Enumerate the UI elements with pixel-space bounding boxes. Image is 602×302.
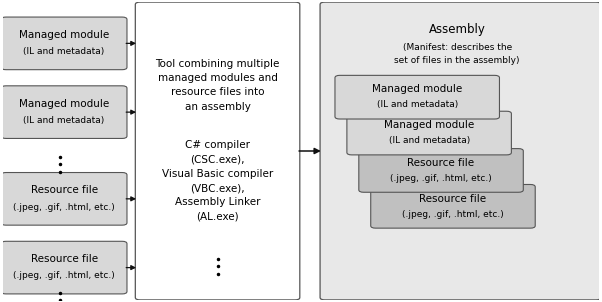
Text: Managed module: Managed module xyxy=(384,120,474,130)
Text: Resource file: Resource file xyxy=(31,254,98,264)
FancyBboxPatch shape xyxy=(359,149,523,192)
Text: Tool combining multiple
managed modules and
resource files into
an assembly: Tool combining multiple managed modules … xyxy=(155,59,280,112)
FancyBboxPatch shape xyxy=(371,185,535,228)
Text: C# compiler
(CSC.exe),
Visual Basic compiler
(VBC.exe),
Assembly Linker
(AL.exe): C# compiler (CSC.exe), Visual Basic comp… xyxy=(162,140,273,222)
Text: Assembly: Assembly xyxy=(429,24,486,37)
FancyBboxPatch shape xyxy=(335,76,500,119)
FancyBboxPatch shape xyxy=(1,172,127,225)
FancyBboxPatch shape xyxy=(347,111,511,155)
Text: (.jpeg, .gif, .html, etc.): (.jpeg, .gif, .html, etc.) xyxy=(390,174,492,183)
Text: Managed module: Managed module xyxy=(372,85,462,95)
Text: (IL and metadata): (IL and metadata) xyxy=(23,116,105,125)
Text: (.jpeg, .gif, .html, etc.): (.jpeg, .gif, .html, etc.) xyxy=(402,210,504,219)
Text: (IL and metadata): (IL and metadata) xyxy=(388,136,470,145)
FancyBboxPatch shape xyxy=(1,86,127,138)
FancyBboxPatch shape xyxy=(320,2,601,300)
Text: Managed module: Managed module xyxy=(19,99,109,109)
Text: (.jpeg, .gif, .html, etc.): (.jpeg, .gif, .html, etc.) xyxy=(13,203,115,212)
Text: Resource file: Resource file xyxy=(408,158,474,168)
Text: (IL and metadata): (IL and metadata) xyxy=(23,47,105,56)
FancyBboxPatch shape xyxy=(1,17,127,70)
Text: (.jpeg, .gif, .html, etc.): (.jpeg, .gif, .html, etc.) xyxy=(13,271,115,281)
Text: (Manifest: describes the
set of files in the assembly): (Manifest: describes the set of files in… xyxy=(394,43,520,65)
Text: Resource file: Resource file xyxy=(420,194,486,204)
Text: Resource file: Resource file xyxy=(31,185,98,195)
Text: Managed module: Managed module xyxy=(19,30,109,40)
FancyBboxPatch shape xyxy=(135,2,300,300)
FancyBboxPatch shape xyxy=(1,241,127,294)
Text: (IL and metadata): (IL and metadata) xyxy=(377,101,458,109)
